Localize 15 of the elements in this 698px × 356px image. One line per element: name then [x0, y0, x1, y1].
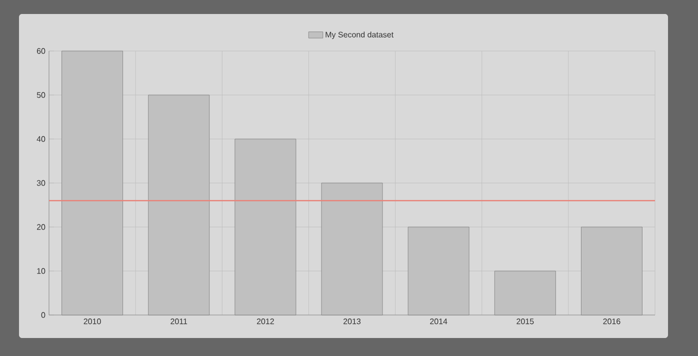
y-tick-label: 60: [36, 48, 46, 54]
x-tick-label: 2013: [344, 318, 361, 324]
x-tick-label: 2015: [516, 318, 534, 324]
x-tick-label: 2011: [170, 318, 188, 324]
y-tick-label: 20: [36, 224, 46, 230]
x-tick-label: 2012: [256, 318, 274, 324]
y-tick-label: 50: [36, 92, 46, 98]
y-tick-label: 0: [41, 312, 46, 318]
x-tick-label: 2010: [84, 318, 101, 324]
x-tick-label: 2014: [430, 318, 448, 324]
legend-label: My Second dataset: [326, 32, 394, 40]
y-tick-label: 30: [36, 180, 46, 186]
x-tick-label: 2016: [603, 318, 620, 324]
y-tick-label: 10: [37, 268, 46, 274]
y-tick-label: 40: [36, 136, 46, 142]
